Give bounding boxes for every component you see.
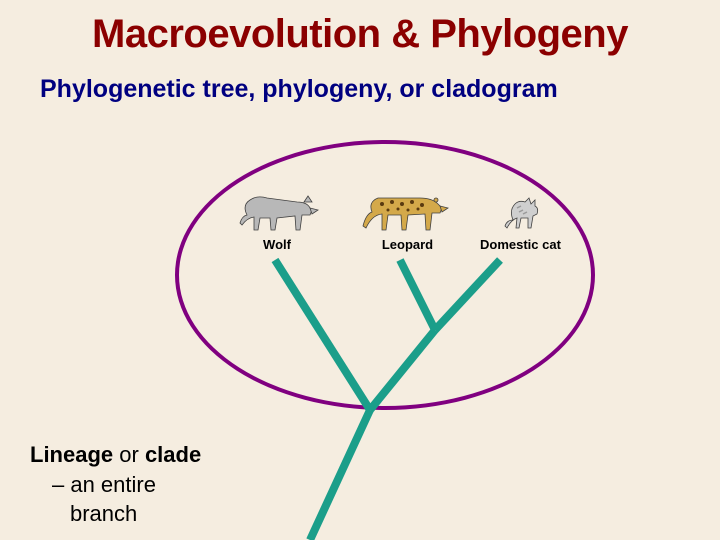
caption-line2: – an entire — [30, 470, 201, 500]
diagram-area: Wolf Leopard — [0, 120, 720, 540]
caption-or: or — [113, 442, 145, 467]
page-title: Macroevolution & Phylogeny — [0, 0, 720, 57]
caption-lineage: Lineage — [30, 442, 113, 467]
caption-clade: clade — [145, 442, 201, 467]
lineage-caption: Lineage or clade – an entire branch — [30, 440, 201, 529]
subtitle: Phylogenetic tree, phylogeny, or cladogr… — [0, 57, 720, 104]
caption-line3: branch — [30, 499, 201, 529]
